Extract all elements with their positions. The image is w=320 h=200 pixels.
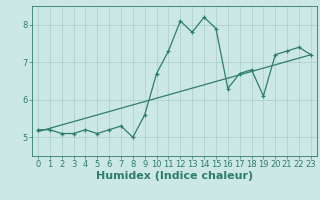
X-axis label: Humidex (Indice chaleur): Humidex (Indice chaleur) bbox=[96, 171, 253, 181]
